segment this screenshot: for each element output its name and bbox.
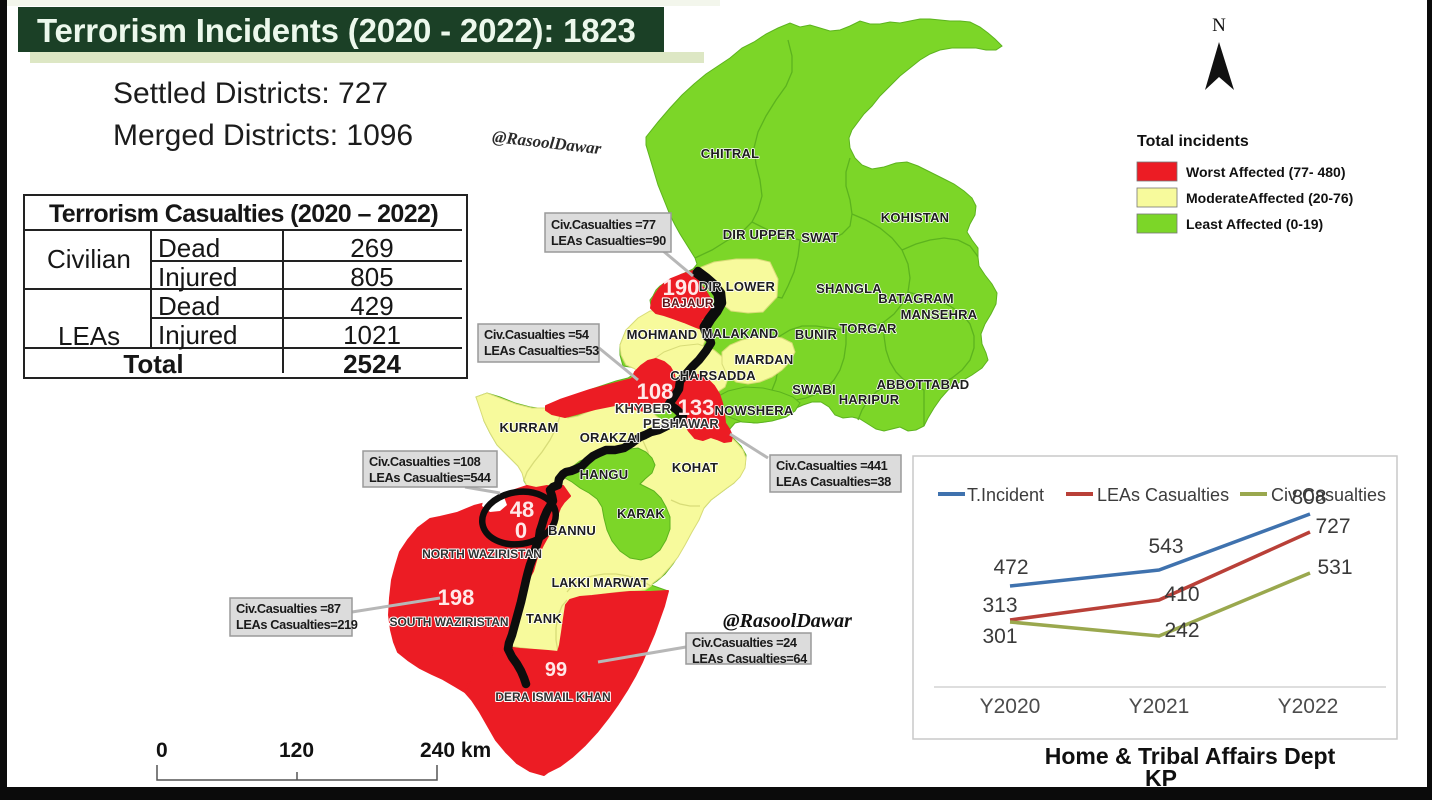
svg-text:120: 120 [279,739,314,762]
svg-text:Civ.Casualties =87: Civ.Casualties =87 [236,601,341,616]
svg-text:T.Incident: T.Incident [967,485,1044,505]
svg-text:BUNIR: BUNIR [795,327,838,342]
svg-text:48: 48 [510,497,534,522]
svg-text:301: 301 [982,625,1017,648]
svg-text:240 km: 240 km [420,739,491,762]
svg-text:HANGU: HANGU [580,467,629,482]
svg-text:Total incidents: Total incidents [1137,133,1249,150]
svg-text:808: 808 [1291,486,1326,509]
svg-text:727: 727 [1315,515,1350,538]
svg-text:Civ.Casualties =77: Civ.Casualties =77 [551,217,656,232]
svg-text:Worst Affected (77- 480): Worst Affected (77- 480) [1186,164,1345,180]
svg-text:SWABI: SWABI [792,382,836,397]
svg-text:LEAs Casualties=219: LEAs Casualties=219 [236,617,358,632]
svg-text:Civ Casualties: Civ Casualties [1271,485,1386,505]
svg-text:Least Affected (0-19): Least Affected (0-19) [1186,216,1323,232]
svg-text:BATAGRAM: BATAGRAM [878,291,954,306]
svg-text:543: 543 [1148,535,1183,558]
svg-text:DERA ISMAIL KHAN: DERA ISMAIL KHAN [495,690,610,704]
svg-text:KARAK: KARAK [617,506,665,521]
svg-text:KOHAT: KOHAT [672,460,718,475]
svg-text:N: N [1212,15,1226,36]
svg-text:NOWSHERA: NOWSHERA [715,403,794,418]
svg-text:SHANGLA: SHANGLA [816,281,882,296]
svg-text:LEAs Casualties: LEAs Casualties [1097,485,1229,505]
svg-text:TORGAR: TORGAR [839,321,897,336]
svg-text:242: 242 [1164,619,1199,642]
svg-text:Y2020: Y2020 [980,695,1041,718]
svg-text:MARDAN: MARDAN [735,352,794,367]
svg-text:BANNU: BANNU [548,523,596,538]
svg-text:HARIPUR: HARIPUR [839,392,900,407]
svg-text:KHYBER: KHYBER [615,401,672,416]
svg-text:DIR UPPER: DIR UPPER [723,227,796,242]
svg-text:ABBOTTABAD: ABBOTTABAD [877,377,970,392]
svg-text:NORTH WAZIRISTAN: NORTH WAZIRISTAN [422,547,542,561]
svg-text:0: 0 [156,739,168,762]
svg-text:CHARSADDA: CHARSADDA [670,368,756,383]
svg-text:LAKKI MARWAT: LAKKI MARWAT [552,576,649,590]
svg-text:PESHAWAR: PESHAWAR [643,416,719,431]
svg-text:MALAKAND: MALAKAND [702,326,779,341]
svg-text:ORAKZAI: ORAKZAI [580,430,641,445]
svg-text:BAJAUR: BAJAUR [662,296,714,310]
svg-text:133: 133 [678,395,715,420]
svg-text:TANK: TANK [526,611,562,626]
svg-text:KURRAM: KURRAM [500,420,559,435]
svg-text:MANSEHRA: MANSEHRA [901,307,978,322]
svg-text:SOUTH WAZIRISTAN: SOUTH WAZIRISTAN [389,615,508,629]
svg-text:LEAs Casualties=64: LEAs Casualties=64 [692,651,808,666]
svg-text:ModerateAffected (20-76): ModerateAffected (20-76) [1186,190,1353,206]
svg-text:Civ.Casualties =441: Civ.Casualties =441 [776,458,888,473]
svg-text:190: 190 [663,275,700,300]
svg-text:LEAs Casualties=544: LEAs Casualties=544 [369,470,492,485]
svg-text:SWAT: SWAT [801,230,838,245]
svg-text:472: 472 [993,556,1028,579]
svg-text:LEAs Casualties=38: LEAs Casualties=38 [776,474,891,489]
svg-text:0: 0 [515,518,527,543]
svg-text:99: 99 [545,659,567,681]
svg-text:LEAs Casualties=53: LEAs Casualties=53 [484,343,599,358]
svg-text:DIR LOWER: DIR LOWER [699,279,776,294]
svg-text:LEAs Casualties=90: LEAs Casualties=90 [551,233,666,248]
svg-text:198: 198 [438,585,475,610]
svg-text:Civ.Casualties =24: Civ.Casualties =24 [692,635,798,650]
svg-text:CHITRAL: CHITRAL [701,146,759,161]
svg-text:108: 108 [637,379,674,404]
svg-text:Y2022: Y2022 [1278,695,1339,718]
svg-text:KOHISTAN: KOHISTAN [881,210,950,225]
svg-text:Y2021: Y2021 [1129,695,1190,718]
svg-text:531: 531 [1317,556,1352,579]
svg-text:Civ.Casualties =54: Civ.Casualties =54 [484,327,590,342]
svg-text:410: 410 [1164,583,1199,606]
svg-text:313: 313 [982,594,1017,617]
svg-text:MOHMAND: MOHMAND [627,327,698,342]
svg-text:Civ.Casualties =108: Civ.Casualties =108 [369,454,481,469]
